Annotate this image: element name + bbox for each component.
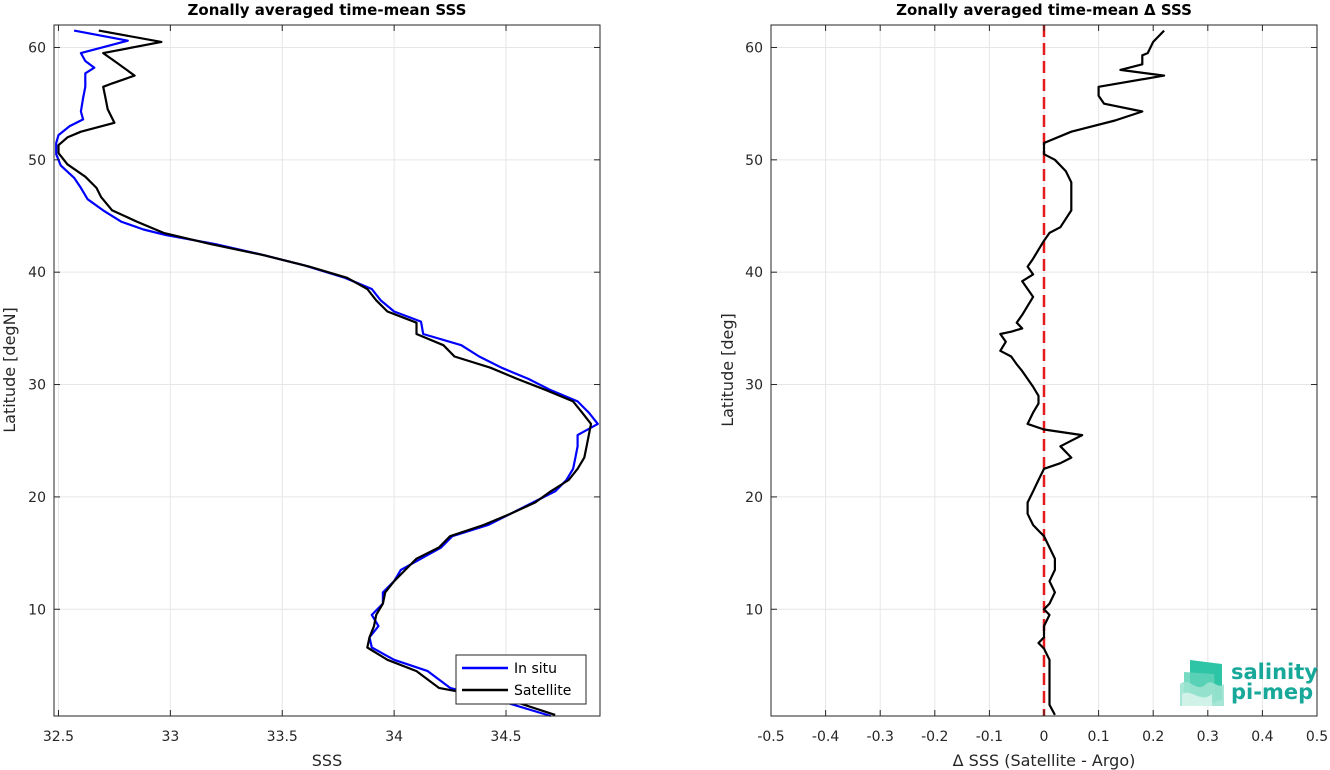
left-plot-frame	[53, 24, 601, 717]
logo-text-salinity: salinity	[1231, 660, 1318, 684]
right-x-tick-label: -0.3	[867, 729, 894, 745]
left-y-tick-label: 20	[28, 490, 46, 506]
left-y-tick-label: 60	[28, 40, 46, 56]
left-x-tick-label: 33	[161, 729, 179, 745]
left-plot-background	[54, 25, 600, 716]
left-ticks: 32.5 33 33.5 34 34.5 10 20 30 40 50 60	[28, 25, 600, 745]
right-y-tick-label: 50	[745, 153, 763, 169]
legend-box	[455, 654, 587, 705]
right-y-tick-label: 10	[745, 602, 763, 618]
right-x-tick-label: 0.1	[1087, 729, 1109, 745]
right-x-tick-label: 0	[1040, 729, 1049, 745]
right-x-tick-label: 0.3	[1197, 729, 1219, 745]
series-line-delta-sss	[999, 29, 1166, 716]
right-y-tick-label: 30	[745, 378, 763, 394]
left-chart: 32.5 33 33.5 34 34.5 10 20 30 40 50 60 Zonally ave…	[0, 1, 601, 770]
left-series	[55, 29, 599, 718]
logo-text-pi-mep: pi-mep	[1231, 680, 1313, 704]
left-x-tick-label: 32.5	[43, 729, 74, 745]
legend: In situ Satellite	[455, 654, 587, 705]
right-series	[999, 29, 1166, 716]
right-x-tick-label: 0.2	[1142, 729, 1164, 745]
right-x-axis-label: Δ SSS (Satellite - Argo)	[953, 751, 1136, 770]
left-y-tick-label: 50	[28, 153, 46, 169]
right-ticks: -0.5 -0.4 -0.3 -0.2 -0.1 0 0.1 0.2 0.3 0.4 0.5 10 20…	[745, 25, 1328, 745]
left-x-tick-label: 34	[385, 729, 403, 745]
right-y-axis-label: Latitude [deg]	[718, 313, 737, 427]
right-y-tick-label: 40	[745, 265, 763, 281]
left-chart-title: Zonally averaged time-mean SSS	[188, 1, 467, 19]
right-chart: -0.5 -0.4 -0.3 -0.2 -0.1 0 0.1 0.2 0.3 0.4 0.5 10 20…	[718, 1, 1328, 770]
salinity-pi-mep-logo: salinity pi-mep	[1180, 660, 1318, 706]
right-x-tick-label: -0.5	[757, 729, 784, 745]
right-x-tick-label: -0.2	[921, 729, 948, 745]
right-x-tick-label: -0.4	[812, 729, 839, 745]
logo-mark-icon	[1180, 660, 1224, 706]
left-y-tick-label: 40	[28, 265, 46, 281]
left-x-tick-label: 34.5	[490, 729, 521, 745]
right-x-tick-label: -0.1	[976, 729, 1003, 745]
legend-label-satellite: Satellite	[514, 683, 571, 699]
left-y-tick-label: 30	[28, 378, 46, 394]
right-x-tick-label: 0.5	[1306, 729, 1328, 745]
right-y-tick-label: 20	[745, 490, 763, 506]
left-x-axis-label: SSS	[312, 751, 342, 770]
legend-label-in-situ: In situ	[514, 661, 557, 677]
left-y-tick-label: 10	[28, 602, 46, 618]
left-y-axis-label: Latitude [degN]	[0, 307, 19, 433]
right-x-tick-label: 0.4	[1251, 729, 1273, 745]
left-x-tick-label: 33.5	[267, 729, 298, 745]
right-y-tick-label: 60	[745, 40, 763, 56]
right-chart-title: Zonally averaged time-mean Δ SSS	[896, 1, 1192, 19]
series-line-satellite	[57, 29, 593, 716]
